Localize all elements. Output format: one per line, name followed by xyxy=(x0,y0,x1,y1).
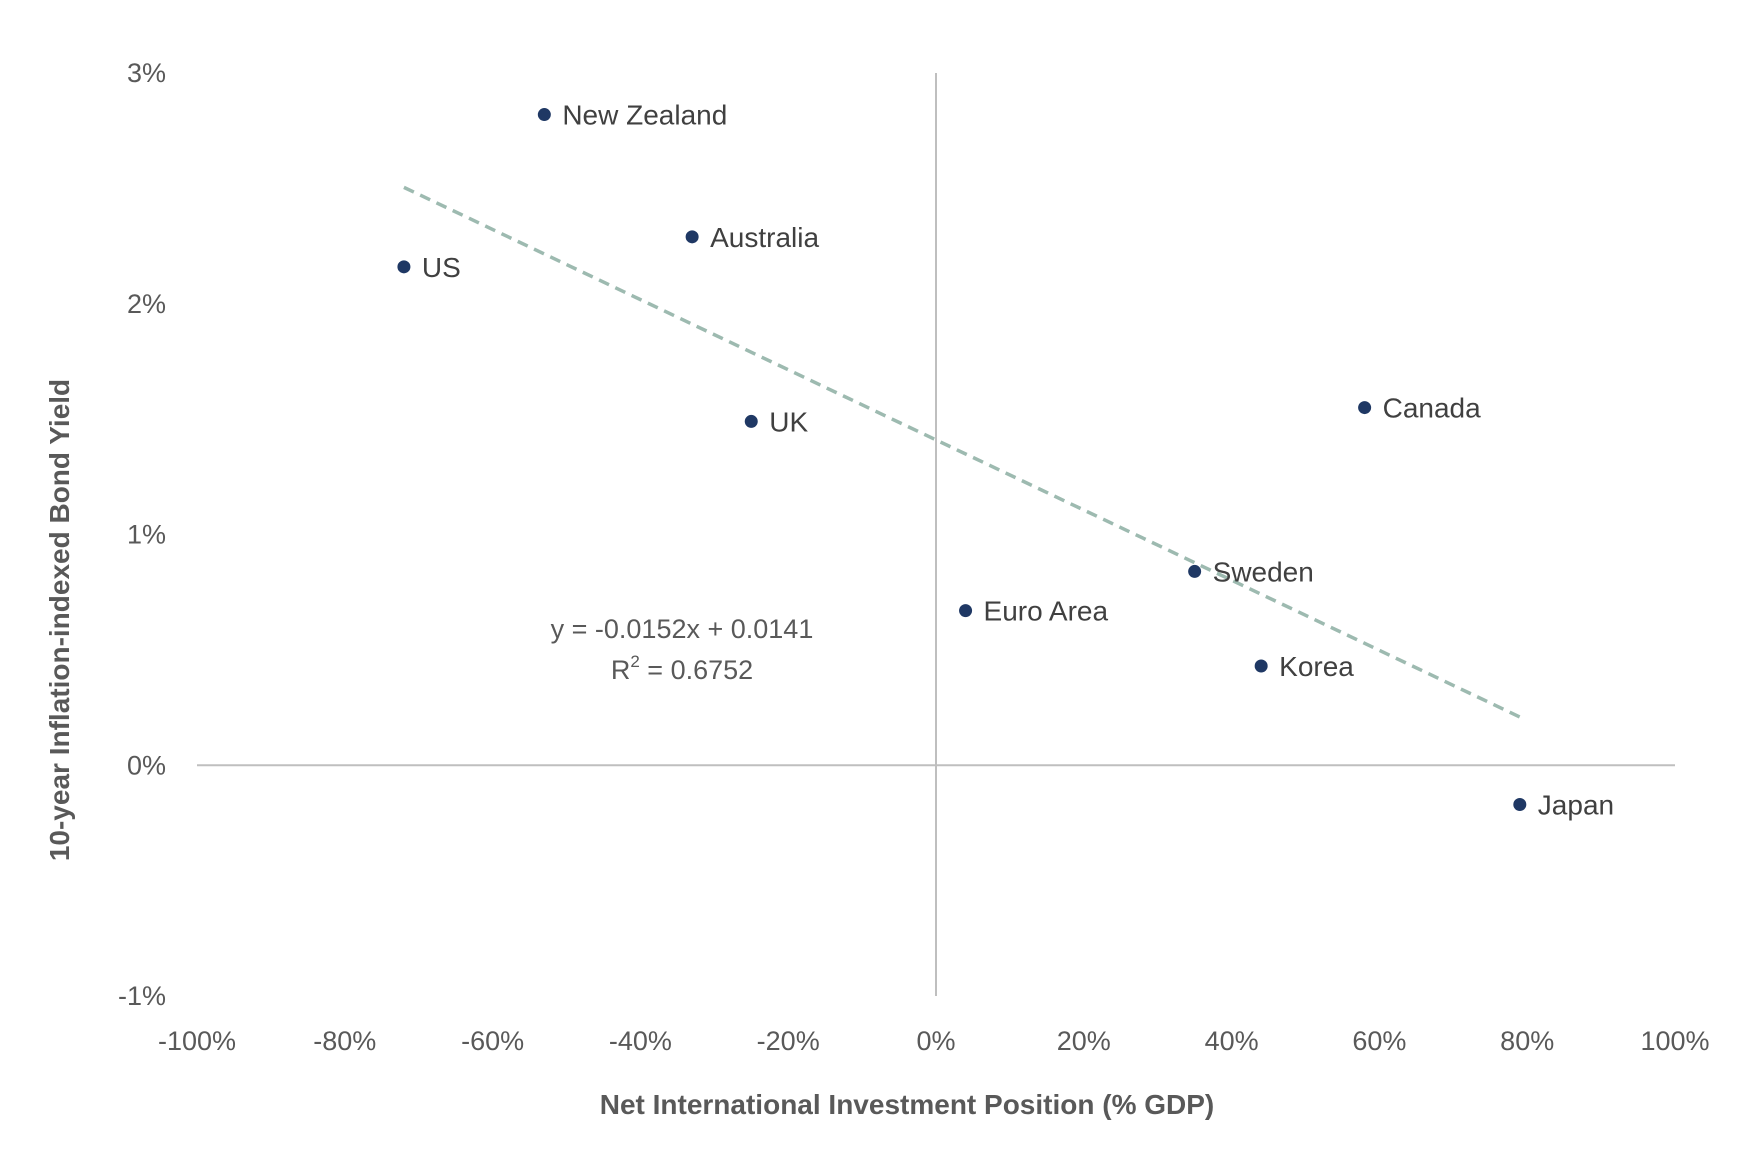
data-point-japan xyxy=(1513,797,1527,811)
x-tick-label: -80% xyxy=(313,1026,376,1056)
y-tick-label: -1% xyxy=(118,981,166,1011)
x-tick-label: -60% xyxy=(461,1026,524,1056)
data-label-sweden: Sweden xyxy=(1213,556,1314,587)
x-tick-label: 0% xyxy=(916,1026,955,1056)
y-tick-label: 2% xyxy=(127,289,166,319)
data-label-new-zealand: New Zealand xyxy=(562,100,727,131)
ticks-layer: -100% -80% -60% -40% -20% 0% 20% 40% 60% 80% 100% -… xyxy=(118,58,1710,1056)
y-tick-label: 0% xyxy=(127,750,166,780)
x-tick-label: 100% xyxy=(1640,1026,1709,1056)
data-label-euro-area: Euro Area xyxy=(984,596,1109,627)
trendline-layer xyxy=(403,185,1521,719)
y-tick-label: 3% xyxy=(127,58,166,88)
data-point-canada xyxy=(1358,401,1372,415)
x-tick-label: 40% xyxy=(1205,1026,1259,1056)
data-label-australia: Australia xyxy=(710,222,819,253)
data-point-euro-area xyxy=(959,604,973,618)
trendline-equation: y = -0.0152x + 0.0141 xyxy=(551,614,814,644)
data-point-korea xyxy=(1254,659,1268,673)
x-tick-label: 60% xyxy=(1352,1026,1406,1056)
x-tick-label: -40% xyxy=(609,1026,672,1056)
x-axis-title: Net International Investment Position (%… xyxy=(600,1089,1215,1120)
data-label-japan: Japan xyxy=(1538,789,1614,820)
trendline xyxy=(403,185,1521,719)
points-layer: New Zealand Australia US UK Canada Sweden Euro… xyxy=(397,100,1614,820)
x-tick-label: -20% xyxy=(757,1026,820,1056)
data-label-us: US xyxy=(422,252,461,283)
data-point-us xyxy=(397,260,411,274)
x-tick-label: 80% xyxy=(1500,1026,1554,1056)
y-axis-title: 10-year Inflation-indexed Bond Yield xyxy=(44,379,75,861)
data-label-uk: UK xyxy=(769,406,808,437)
trendline-r-squared: R2 = 0.6752 xyxy=(611,652,753,685)
data-label-korea: Korea xyxy=(1279,651,1354,682)
axes-layer xyxy=(197,73,1675,996)
data-point-uk xyxy=(744,414,758,428)
data-label-canada: Canada xyxy=(1383,393,1482,424)
data-point-new-zealand xyxy=(537,108,551,122)
x-tick-label: -100% xyxy=(158,1026,236,1056)
data-point-sweden xyxy=(1188,564,1202,578)
x-tick-label: 20% xyxy=(1057,1026,1111,1056)
data-point-australia xyxy=(685,230,699,244)
y-tick-label: 1% xyxy=(127,520,166,550)
